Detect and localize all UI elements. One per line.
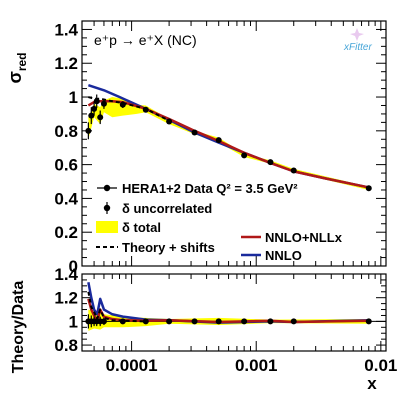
- main-panel: 0 0.2 0.4 0.6 0.8 1 1.2 1.4 e⁺p → e⁺X (NC) xFit…: [5, 20, 387, 276]
- data-point: [88, 112, 95, 119]
- y-tick-label: 1: [69, 88, 78, 107]
- ratio-panel-frame: [81, 273, 387, 352]
- data-point: [241, 318, 248, 325]
- svg-text:NNLO: NNLO: [265, 248, 302, 263]
- data-point: [267, 159, 274, 166]
- y-tick-label: 1.2: [54, 54, 78, 73]
- x-axis-title: x: [367, 374, 377, 393]
- data-point: [142, 106, 149, 113]
- legend-uncorrelated: δ uncorrelated: [103, 201, 212, 216]
- data-point: [215, 137, 222, 144]
- x-tick-label: 0.0001: [106, 356, 158, 375]
- y-axis-title-bottom: Theory/Data: [10, 281, 27, 374]
- ratio-uncertainty-band: [88, 309, 369, 331]
- legend-nnlo-nllx: NNLO+NLLx: [241, 230, 343, 245]
- data-point: [290, 318, 297, 325]
- legend-data: HERA1+2 Data Q² = 3.5 GeV²: [97, 181, 298, 196]
- band-area: [88, 309, 369, 331]
- data-point: [100, 100, 107, 107]
- data-point: [166, 318, 173, 325]
- data-point: [119, 101, 126, 108]
- data-points: [85, 94, 372, 192]
- data-point: [267, 318, 274, 325]
- series-nnlo-nllx: [87, 100, 370, 189]
- data-point: [91, 105, 98, 112]
- data-point: [100, 318, 107, 325]
- logo-wordmark: xFitter: [343, 42, 372, 53]
- data-point: [93, 98, 100, 105]
- star-icon: [350, 28, 364, 41]
- y-tick-label: 0.2: [54, 223, 78, 242]
- y-tick-label: 0.4: [54, 189, 78, 208]
- series-nnlo: [87, 282, 369, 324]
- ratio-data-points: [85, 314, 372, 329]
- data-point: [166, 118, 173, 125]
- y-axis-ticks: 0 0.2 0.4 0.6 0.8 1 1.2 1.4: [54, 20, 386, 276]
- svg-text:NNLO+NLLx: NNLO+NLLx: [265, 230, 343, 245]
- y-tick-label: 1.4: [54, 265, 78, 284]
- data-point: [97, 114, 104, 121]
- total-uncertainty-band: [88, 97, 369, 190]
- legend: HERA1+2 Data Q² = 3.5 GeV² δ uncorrelate…: [96, 181, 343, 263]
- data-point: [215, 318, 222, 325]
- x-tick-label: 0.01: [364, 356, 397, 375]
- data-point: [241, 152, 248, 159]
- data-point: [119, 318, 126, 325]
- y-tick-label: 1: [69, 312, 78, 331]
- data-point: [191, 129, 198, 136]
- band-area: [88, 97, 369, 190]
- y-tick-label: 1.4: [54, 20, 78, 39]
- series-nnlo-nllx: [87, 298, 369, 324]
- y-tick-label: 0.8: [54, 336, 78, 355]
- legend-total: δ total: [96, 220, 161, 235]
- x-tick-label: 0.001: [235, 356, 278, 375]
- data-point: [142, 318, 149, 325]
- ratio-panel: 0.8 1 1.2 1.4 0.0001 0.001 0.01 Theory/Data x: [10, 265, 397, 393]
- series-theory-shifts: [87, 291, 146, 323]
- ratio-curves: [87, 282, 369, 324]
- y-tick-label: 0.8: [54, 122, 78, 141]
- svg-text:Theory + shifts: Theory + shifts: [122, 240, 215, 255]
- data-point: [191, 318, 198, 325]
- svg-text:δ total: δ total: [122, 220, 161, 235]
- y-tick-label: 1.2: [54, 289, 78, 308]
- data-point: [365, 318, 372, 325]
- process-label: e⁺p → e⁺X (NC): [94, 32, 197, 48]
- series-nnlo: [87, 84, 370, 189]
- data-point: [365, 185, 372, 192]
- y-axis-title-top: σred: [5, 52, 29, 83]
- data-point: [290, 167, 297, 174]
- svg-text:δ uncorrelated: δ uncorrelated: [122, 201, 212, 216]
- xfitter-logo: xFitter: [343, 28, 372, 53]
- legend-shifts: Theory + shifts: [96, 240, 215, 255]
- svg-text:HERA1+2 Data Q² = 3.5 GeV²: HERA1+2 Data Q² = 3.5 GeV²: [122, 181, 298, 196]
- y-tick-label: 0: [69, 257, 78, 276]
- data-point: [85, 127, 92, 134]
- theory-curves: [87, 84, 370, 189]
- y-tick-label: 0.6: [54, 156, 78, 175]
- main-panel-frame: [81, 20, 387, 267]
- legend-nnlo: NNLO: [241, 248, 302, 263]
